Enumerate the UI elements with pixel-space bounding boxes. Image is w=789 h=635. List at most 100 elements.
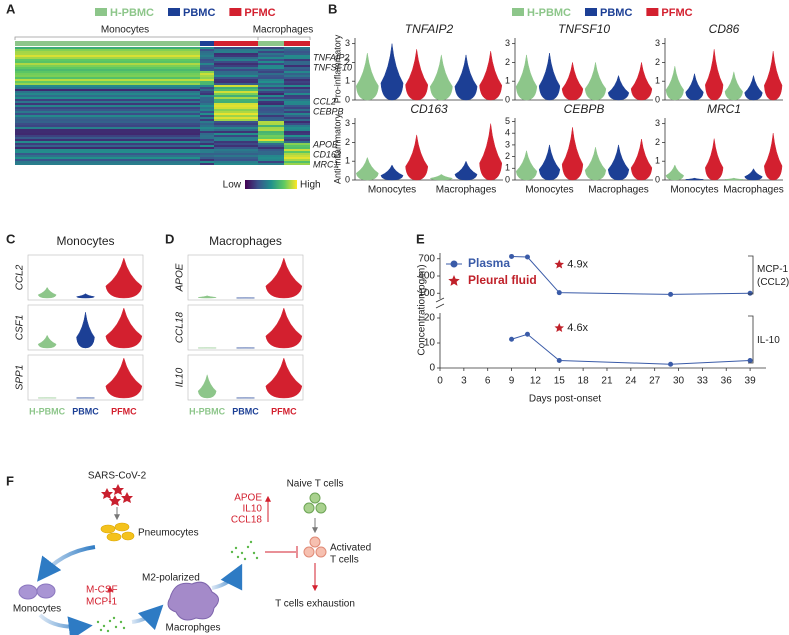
heatmap-cell <box>200 131 214 133</box>
heatmap-cell <box>258 117 284 119</box>
heatmap-cell <box>15 133 200 135</box>
naive-t-icons <box>303 492 327 514</box>
y-tick-label: 0 <box>429 363 435 374</box>
heatmap-cell <box>284 147 310 149</box>
violin <box>584 62 607 101</box>
heatmap-cell <box>258 119 284 121</box>
heatmap-cell <box>200 65 214 67</box>
heatmap-cell <box>15 145 200 147</box>
heatmap-cell <box>214 143 258 145</box>
x-tick-label: 21 <box>601 376 613 387</box>
violin <box>380 43 404 101</box>
bracket <box>748 255 754 295</box>
heatmap-cell <box>15 55 200 57</box>
heatmap-cell <box>200 61 214 63</box>
plasma-point <box>524 331 530 337</box>
heatmap-gene: MRC1 <box>313 159 339 169</box>
heatmap-cell <box>15 111 200 113</box>
violin <box>561 62 584 101</box>
x-tick-label: 30 <box>673 376 685 387</box>
heatmap-cell <box>15 159 200 161</box>
y-tick-label: 4 <box>505 128 510 138</box>
pneumocyte-icons <box>100 522 135 542</box>
gene-title: MRC1 <box>707 102 741 116</box>
violin <box>380 164 404 181</box>
group-bar <box>284 41 310 46</box>
heatmap-cell <box>200 157 214 159</box>
y-tick-label: 0 <box>505 94 510 104</box>
heatmap-cell <box>15 53 200 55</box>
diagram-label: M2-polarized <box>142 573 200 584</box>
violin <box>105 307 143 349</box>
heatmap-cell <box>284 53 310 55</box>
heatmap-cell <box>214 97 258 99</box>
heatmap-cell <box>15 151 200 153</box>
annotation: 4.9x <box>567 258 588 270</box>
x-axis-label: Days post-onset <box>529 394 601 405</box>
heatmap-cell <box>214 65 258 67</box>
x-tick-label: 12 <box>530 376 542 387</box>
heatmap-cell <box>15 85 200 87</box>
y-tick-label: 2 <box>655 57 660 67</box>
y-tick-label: 1 <box>655 76 660 86</box>
heatmap-cell <box>258 131 284 133</box>
violin <box>665 164 684 181</box>
heatmap-cell <box>258 51 284 53</box>
y-tick-label: 5 <box>505 116 510 126</box>
heatmap-cell <box>200 57 214 59</box>
heatmap-cell <box>258 95 284 97</box>
diagram-label: MCP-1 <box>86 597 118 608</box>
heatmap-cell <box>15 73 200 75</box>
heatmap-cell <box>258 121 284 123</box>
heatmap-cell <box>200 79 214 81</box>
heatmap-cell <box>284 51 310 53</box>
heatmap-cell <box>214 133 258 135</box>
heatmap-cell <box>200 75 214 77</box>
bracket <box>748 315 754 364</box>
x-tick-label: 0 <box>437 376 443 387</box>
heatmap-cell <box>200 135 214 137</box>
heatmap-cell <box>15 61 200 63</box>
violin <box>684 177 705 181</box>
heatmap-cell <box>214 141 258 143</box>
heatmap-cell <box>214 67 258 69</box>
heatmap-cell <box>284 81 310 83</box>
heatmap-cell <box>258 107 284 109</box>
heatmap-cell <box>284 71 310 73</box>
heatmap-cell <box>200 91 214 93</box>
heatmap-cell <box>284 129 310 131</box>
heatmap-cell <box>258 59 284 61</box>
plasma-point <box>556 290 562 296</box>
heatmap-cell <box>284 87 310 89</box>
y-tick-label: 0 <box>655 94 660 104</box>
heatmap-cell <box>214 71 258 73</box>
heatmap-cell <box>200 155 214 157</box>
heatmap-cell <box>284 157 310 159</box>
y-tick-label: 400 <box>418 271 435 282</box>
heatmap-cell <box>15 75 200 77</box>
axis-group-label: MCP-1 <box>757 264 789 275</box>
heatmap-cell <box>15 67 200 69</box>
heatmap-cell <box>258 77 284 79</box>
x-tick-label: 24 <box>625 376 637 387</box>
heatmap-cell <box>214 163 258 165</box>
heatmap-cell <box>214 121 258 123</box>
heatmap-cell <box>258 163 284 165</box>
heatmap-cell <box>284 143 310 145</box>
virus-icons <box>101 484 133 506</box>
heatmap-cell <box>258 123 284 125</box>
heatmap-cell <box>200 87 214 89</box>
heatmap-cell <box>258 101 284 103</box>
heatmap-cell <box>15 65 200 67</box>
group-bar <box>258 41 284 46</box>
activated-t-icons <box>303 536 327 558</box>
gene-title: CD163 <box>410 102 448 116</box>
plasma-line <box>511 333 751 365</box>
heatmap-cell <box>15 109 200 111</box>
heatmap-cell <box>15 79 200 81</box>
violin <box>724 177 744 181</box>
legend-label: Plasma <box>468 256 510 270</box>
y-tick-label: 1 <box>505 163 510 173</box>
x-tick-label: Monocytes <box>670 185 718 196</box>
heatmap-cell <box>284 59 310 61</box>
